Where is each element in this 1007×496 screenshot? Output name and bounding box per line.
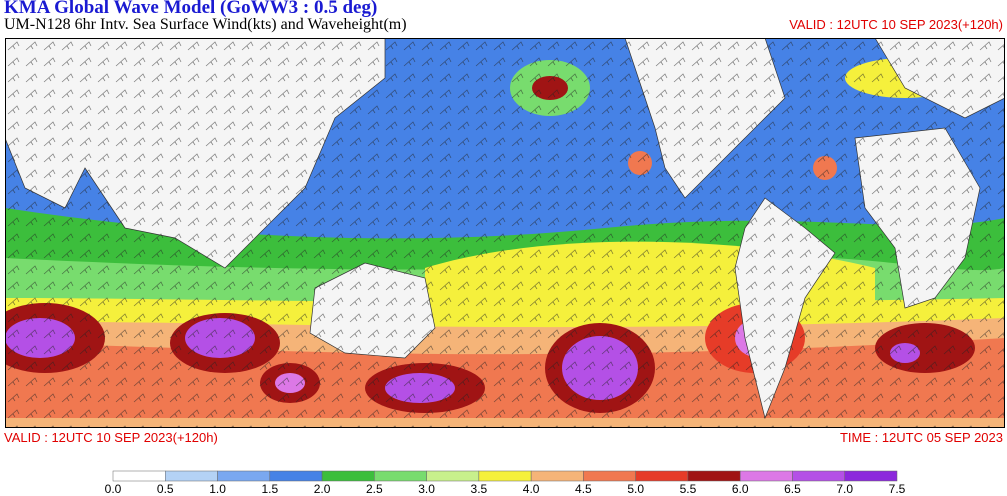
colorbar-label: 6.0	[732, 482, 749, 496]
color-swatch	[321, 470, 375, 482]
color-swatch	[792, 470, 845, 482]
colorbar-label: 0.5	[157, 482, 174, 496]
color-swatch	[635, 470, 689, 482]
colorbar-label: 7.0	[836, 482, 853, 496]
colorbar-label: 7.5	[889, 482, 906, 496]
color-swatch	[374, 470, 427, 482]
colorbar-label: 3.0	[418, 482, 435, 496]
time: TIME : 12UTC 05 SEP 2023	[839, 430, 1003, 445]
colorbar-label: 6.5	[784, 482, 801, 496]
colorbar-label: 3.5	[471, 482, 488, 496]
color-swatch	[217, 470, 271, 482]
color-swatch	[478, 470, 532, 482]
valid-bottom: VALID : 12UTC 10 SEP 2023(+120h)	[4, 430, 218, 445]
subtitle: UM-N128 6hr Intv. Sea Surface Wind(kts) …	[4, 16, 407, 33]
colorbar-label: 1.5	[261, 482, 278, 496]
color-swatch	[269, 470, 323, 482]
colorbar-label: 2.5	[366, 482, 383, 496]
color-swatch	[165, 470, 218, 482]
valid-top: VALID : 12UTC 10 SEP 2023(+120h)	[789, 17, 1003, 32]
color-swatch	[687, 470, 741, 482]
colorbar: 0.0 0.5 1.0 1.5 2.0 2.5 3.0 3.5 4.0 4.5 5.0 5.5 6.0 6…	[105, 470, 906, 496]
colorbar-label: 1.0	[209, 482, 226, 496]
color-swatch	[530, 470, 584, 482]
color-swatch	[583, 470, 636, 482]
colorbar-label: 4.5	[575, 482, 592, 496]
colorbar-label: 5.0	[627, 482, 644, 496]
title: KMA Global Wave Model (GoWW3 : 0.5 deg)	[4, 0, 378, 18]
color-swatch	[112, 470, 166, 482]
colorbar-label: 5.5	[680, 482, 697, 496]
colorbar-label: 4.0	[523, 482, 540, 496]
map	[5, 38, 1005, 428]
colorbar-label: 0.0	[105, 482, 122, 496]
colorbar-label: 2.0	[314, 482, 331, 496]
color-swatch	[426, 470, 480, 482]
color-swatch	[844, 470, 898, 482]
color-swatch	[739, 470, 793, 482]
